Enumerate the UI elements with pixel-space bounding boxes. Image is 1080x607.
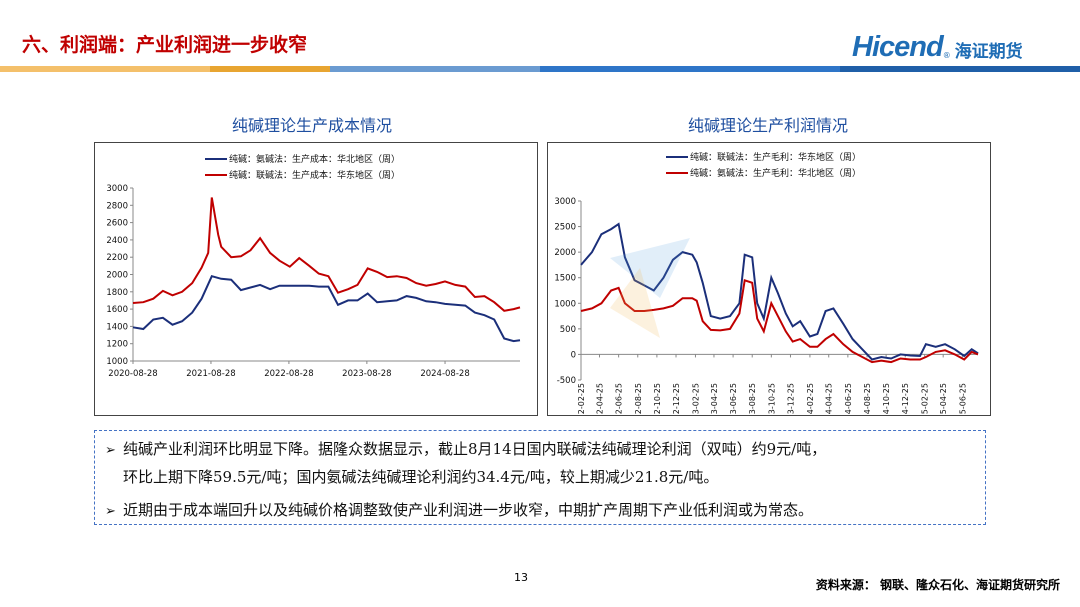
y-tick-label: 2000 (554, 248, 576, 258)
y-tick-label: 3000 (554, 197, 576, 207)
x-tick-label: 2024-02-25 (806, 383, 815, 415)
x-tick-label: 2024-12-25 (901, 383, 910, 415)
y-tick-label: 2600 (106, 219, 128, 229)
x-tick-label: 2021-08-28 (186, 369, 235, 379)
y-tick-label: 2500 (554, 223, 576, 233)
arrow-bullet-icon: ➢ (105, 443, 116, 458)
registered-icon: ® (942, 51, 951, 60)
y-tick-label: 1000 (554, 299, 576, 309)
x-tick-label: 2024-08-28 (420, 369, 469, 379)
logo-brand: Hicend (852, 31, 944, 63)
legend-label: 纯碱：氨碱法：生产毛利：华北地区（周） (690, 167, 861, 179)
x-tick-label: 2022-06-25 (615, 383, 624, 415)
arrow-bullet-icon: ➢ (105, 504, 116, 519)
bullet-2-line-1: ➢ 近期由于成本端回升以及纯碱价格调整致使产业利润进一步收窄，中期扩产周期下产业低… (105, 499, 813, 520)
chart-profit-svg: -500 0 500 1000 1500 2000 2500 3000 2022-02-25 20… (554, 151, 979, 415)
y-tick-label: 2800 (106, 201, 128, 211)
x-tick-label: 2024-04-25 (825, 383, 834, 415)
series-line-1 (580, 222, 979, 361)
x-tick-label: 2023-10-25 (767, 383, 776, 415)
legend-label: 纯碱：联碱法：生产毛利：华东地区（周） (690, 151, 861, 163)
y-tick-label: 1500 (554, 274, 576, 284)
header-band-segment (330, 66, 540, 72)
bullet-2-text: 近期由于成本端回升以及纯碱价格调整致使产业利润进一步收窄，中期扩产周期下产业低利… (123, 501, 814, 519)
y-tick-label: 500 (560, 325, 576, 335)
legend-label: 纯碱：氨碱法：生产成本：华北地区（周） (229, 153, 400, 165)
legend-label: 纯碱：联碱法：生产成本：华东地区（周） (229, 169, 400, 181)
y-tick-label: 3000 (106, 184, 128, 194)
chart-cost-title: 纯碱理论生产成本情况 (232, 116, 393, 135)
header-band-segment (0, 66, 210, 72)
x-tick-label: 2023-08-28 (342, 369, 391, 379)
y-tick-label: 2200 (106, 253, 128, 263)
logo-chinese-name: 海证期货 (954, 42, 1023, 62)
data-source: 资料来源： 钢联、隆众石化、海证期货研究所 (815, 578, 1060, 592)
x-tick-label: 2022-04-25 (596, 383, 605, 415)
hicend-logo: Hicend ® 海证期货 (852, 31, 1023, 64)
bullet-1-line-1: ➢ 纯碱产业利润环比明显下降。据隆众数据显示，截止8月14日国内联碱法纯碱理论利润… (105, 438, 826, 459)
x-tick-label: 2023-06-25 (729, 383, 738, 415)
bullet-1-text: 纯碱产业利润环比明显下降。据隆众数据显示，截止8月14日国内联碱法纯碱理论利润（… (123, 440, 827, 458)
y-tick-label: 1000 (106, 357, 128, 367)
y-tick-label: 1200 (106, 340, 128, 350)
y-tick-label: 1600 (106, 305, 128, 315)
y-tick-label: 1800 (106, 288, 128, 298)
x-tick-label: 2025-02-25 (921, 383, 930, 415)
header-band-segment (540, 66, 840, 72)
x-tick-label: 2022-02-25 (577, 383, 586, 415)
y-tick-label: 0 (571, 350, 576, 360)
chart-profit-title: 纯碱理论生产利润情况 (688, 116, 849, 135)
x-tick-label: 2020-08-28 (108, 369, 157, 379)
x-tick-label: 2023-02-25 (691, 383, 700, 415)
bullet-1-line-2: 环比上期下降59.5元/吨；国内氨碱法纯碱理论利润约34.4元/吨，较上期减少2… (123, 468, 719, 486)
summary-box: ➢ 纯碱产业利润环比明显下降。据隆众数据显示，截止8月14日国内联碱法纯碱理论利润… (94, 430, 986, 525)
chart-profit: -500 0 500 1000 1500 2000 2500 3000 2022-02-25 20… (547, 142, 991, 416)
x-tick-label: 2022-10-25 (653, 383, 662, 415)
chart-cost: 1000 1200 1400 1600 1800 2000 2200 2400 2600 2800… (94, 142, 538, 416)
x-tick-label: 2025-06-25 (958, 383, 967, 415)
x-tick-label: 2022-12-25 (672, 383, 681, 415)
series-line-2 (580, 278, 979, 364)
page-title: 六、利润端：产业利润进一步收窄 (22, 34, 308, 56)
x-tick-label: 2024-10-25 (882, 383, 891, 415)
header-band-segment (210, 66, 330, 72)
x-tick-label: 2024-06-25 (844, 383, 853, 415)
x-tick-label: 2023-12-25 (786, 383, 795, 415)
chart-cost-svg: 1000 1200 1400 1600 1800 2000 2200 2400 2600 2800… (106, 153, 521, 379)
page-number: 13 (514, 571, 528, 584)
y-tick-label: 2000 (106, 271, 128, 281)
x-tick-label: 2025-04-25 (939, 383, 948, 415)
x-tick-label: 2023-08-25 (748, 383, 757, 415)
y-tick-label: -500 (557, 376, 576, 386)
header-band-segment (840, 66, 1080, 72)
y-tick-label: 1400 (106, 322, 128, 332)
x-tick-label: 2022-08-28 (264, 369, 313, 379)
y-tick-label: 2400 (106, 236, 128, 246)
x-tick-label: 2022-08-25 (634, 383, 643, 415)
x-tick-label: 2023-04-25 (710, 383, 719, 415)
x-tick-label: 2024-08-25 (863, 383, 872, 415)
series-line-1 (132, 275, 521, 343)
series-line-2 (132, 197, 521, 312)
